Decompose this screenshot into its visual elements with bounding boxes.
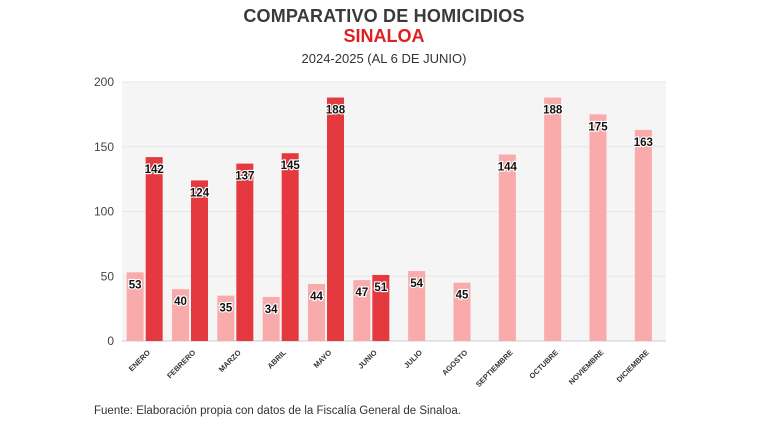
- data-label: 47: [355, 287, 368, 299]
- data-label: 51: [374, 282, 387, 294]
- y-tick-label: 0: [107, 334, 114, 348]
- bar: [498, 154, 516, 341]
- bar: [589, 114, 607, 341]
- y-tick-label: 100: [94, 205, 114, 219]
- bar: [217, 295, 235, 341]
- data-label: 40: [174, 296, 187, 308]
- x-tick-label: MAYO: [312, 348, 334, 370]
- bar: [408, 271, 426, 341]
- data-label: 142: [145, 164, 164, 176]
- x-tick-label: JUNIO: [356, 348, 379, 371]
- chart-title: COMPARATIVO DE HOMICIDIOS: [243, 6, 525, 26]
- data-label: 35: [219, 303, 232, 315]
- data-label: 54: [410, 278, 423, 290]
- data-label: 145: [281, 160, 301, 172]
- data-label: 44: [310, 291, 323, 303]
- x-tick-label: AGOSTO: [440, 348, 469, 377]
- bar: [544, 97, 562, 341]
- bar: [172, 289, 189, 341]
- x-tick-label: MARZO: [217, 348, 243, 374]
- data-label: 53: [129, 279, 142, 291]
- bar: [634, 129, 652, 341]
- data-label: 144: [498, 162, 518, 174]
- source-note: Fuente: Elaboración propia con datos de …: [94, 405, 461, 417]
- x-tick-label: SEPTIEMBRE: [474, 348, 515, 389]
- x-tick-label: DICIEMBRE: [615, 348, 651, 384]
- y-tick-label: 150: [94, 140, 114, 154]
- bar: [236, 163, 254, 341]
- bar: [281, 153, 299, 341]
- bar: [262, 296, 280, 341]
- data-label: 45: [456, 290, 469, 302]
- bar: [308, 284, 325, 341]
- x-tick-label: ENERO: [127, 348, 152, 373]
- bar: [372, 274, 390, 341]
- data-label: 188: [543, 105, 563, 117]
- x-tick-label: OCTUBRE: [527, 348, 560, 381]
- x-tick-label: NOVIEMBRE: [567, 348, 605, 386]
- data-label: 34: [265, 304, 278, 316]
- x-tick-label: ABRIL: [266, 348, 289, 371]
- data-label: 124: [190, 187, 210, 199]
- bar: [126, 272, 144, 341]
- x-tick-label: JULIO: [402, 348, 424, 370]
- bar: [191, 180, 208, 341]
- bar: [145, 157, 163, 341]
- data-label: 188: [326, 105, 346, 117]
- y-tick-label: 50: [101, 269, 115, 283]
- bar: [353, 280, 371, 341]
- bar: [327, 97, 344, 341]
- chart-period: 2024-2025 (AL 6 DE JUNIO): [301, 51, 467, 66]
- chart-subtitle: SINALOA: [343, 26, 425, 46]
- bar: [453, 282, 471, 341]
- y-tick-label: 200: [94, 75, 114, 89]
- data-label: 175: [588, 121, 608, 133]
- data-label: 137: [235, 171, 254, 183]
- x-tick-label: FEBRERO: [165, 348, 197, 380]
- data-label: 163: [634, 137, 653, 149]
